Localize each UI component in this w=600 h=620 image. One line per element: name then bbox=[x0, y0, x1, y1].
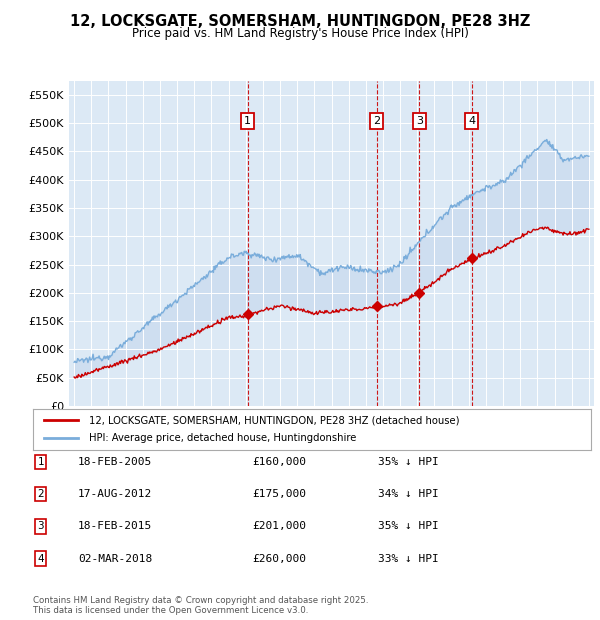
Text: HPI: Average price, detached house, Huntingdonshire: HPI: Average price, detached house, Hunt… bbox=[89, 433, 356, 443]
Text: £175,000: £175,000 bbox=[252, 489, 306, 499]
Text: 12, LOCKSGATE, SOMERSHAM, HUNTINGDON, PE28 3HZ: 12, LOCKSGATE, SOMERSHAM, HUNTINGDON, PE… bbox=[70, 14, 530, 29]
Text: Price paid vs. HM Land Registry's House Price Index (HPI): Price paid vs. HM Land Registry's House … bbox=[131, 27, 469, 40]
Text: 35% ↓ HPI: 35% ↓ HPI bbox=[378, 457, 439, 467]
Text: 1: 1 bbox=[244, 117, 251, 126]
Text: 2: 2 bbox=[37, 489, 44, 499]
Text: 2: 2 bbox=[373, 117, 380, 126]
Text: 3: 3 bbox=[37, 521, 44, 531]
Text: 4: 4 bbox=[37, 554, 44, 564]
Text: 18-FEB-2005: 18-FEB-2005 bbox=[78, 457, 152, 467]
Text: 34% ↓ HPI: 34% ↓ HPI bbox=[378, 489, 439, 499]
Text: 35% ↓ HPI: 35% ↓ HPI bbox=[378, 521, 439, 531]
Text: 18-FEB-2015: 18-FEB-2015 bbox=[78, 521, 152, 531]
Text: 4: 4 bbox=[468, 117, 475, 126]
Text: Contains HM Land Registry data © Crown copyright and database right 2025.
This d: Contains HM Land Registry data © Crown c… bbox=[33, 596, 368, 615]
Text: 12, LOCKSGATE, SOMERSHAM, HUNTINGDON, PE28 3HZ (detached house): 12, LOCKSGATE, SOMERSHAM, HUNTINGDON, PE… bbox=[89, 415, 460, 425]
Text: 3: 3 bbox=[416, 117, 423, 126]
Text: £260,000: £260,000 bbox=[252, 554, 306, 564]
Text: 02-MAR-2018: 02-MAR-2018 bbox=[78, 554, 152, 564]
Text: £160,000: £160,000 bbox=[252, 457, 306, 467]
Text: 1: 1 bbox=[37, 457, 44, 467]
Text: £201,000: £201,000 bbox=[252, 521, 306, 531]
Text: 33% ↓ HPI: 33% ↓ HPI bbox=[378, 554, 439, 564]
Text: 17-AUG-2012: 17-AUG-2012 bbox=[78, 489, 152, 499]
